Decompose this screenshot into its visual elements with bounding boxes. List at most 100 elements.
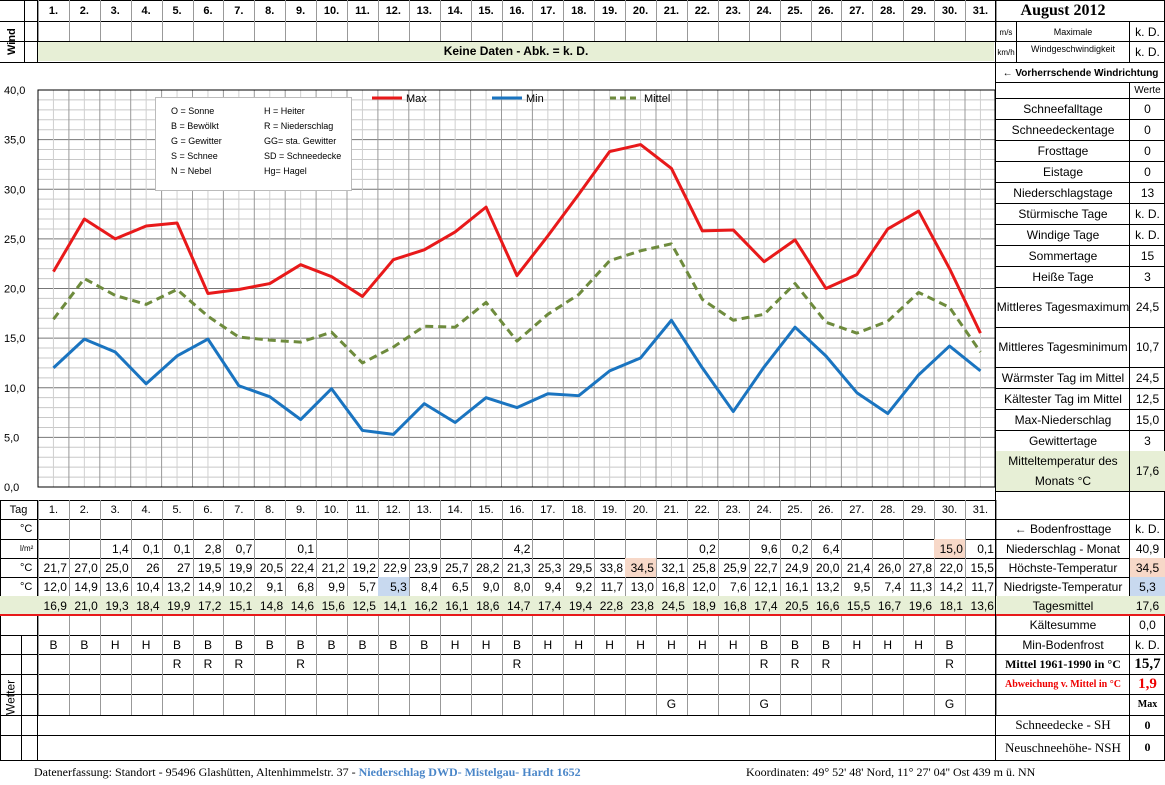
summary-value: 40,9 [1130,539,1165,558]
stat-label: Max-Niederschlag [996,409,1130,430]
precip-cell: 0,2 [780,539,811,558]
frost-cell [223,519,254,538]
stat-label: Mitteltemperatur des Monats °C [996,451,1130,491]
day-label-bottom: 27. [841,500,872,519]
precip-cell: 2,8 [193,539,224,558]
mean-temp-cell: 15,1 [223,596,254,615]
day-label-bottom: 7. [223,500,254,519]
min-temp-cell: 5,7 [347,577,378,596]
symbol-legend-entry: SD = Schneedecke [264,151,341,161]
weather-code-cell [223,674,254,693]
weather-code-cell [131,654,162,673]
weather-code-cell [285,674,316,693]
weather-code-cell: H [471,635,502,654]
y-tick-label: 35,0 [4,135,25,147]
weather-code-cell: G [656,694,687,713]
stat-value: 10,7 [1130,327,1165,367]
min-temp-cell: 9,5 [841,577,872,596]
precip-cell: 0,1 [162,539,193,558]
day-header-cell: 15. [471,1,502,21]
grid-line [0,21,996,22]
day-label-bottom: 8. [254,500,285,519]
summary-label: Kältesumme [996,615,1130,635]
grid-line [131,0,132,41]
mean-temp-cell: 18,4 [131,596,162,615]
weather-code-cell [532,674,563,693]
weather-code-cell: R [285,654,316,673]
frost-cell [471,519,502,538]
tag-label: Tag [0,500,37,519]
min-temp-cell: 12,0 [687,577,718,596]
precip-cell: 6,4 [811,539,842,558]
max-temp-cell: 21,7 [38,558,69,577]
max-temp-cell: 25,7 [440,558,471,577]
day-label-bottom: 19. [594,500,625,519]
grid-line [69,0,70,41]
mean-temp-cell: 14,7 [502,596,533,615]
day-header-cell: 28. [872,1,903,21]
summary-label: Tagesmittel [996,596,1130,615]
precip-cell [872,539,903,558]
day-label-bottom: 23. [718,500,749,519]
day-label-bottom: 2. [69,500,100,519]
mean-temp-cell: 18,6 [471,596,502,615]
weather-code-cell [656,654,687,673]
precip-cell [718,539,749,558]
frost-cell [903,519,934,538]
weather-code-cell [471,694,502,713]
weather-code-cell [502,674,533,693]
day-label-bottom: 28. [872,500,903,519]
y-tick-label: 5,0 [4,432,19,444]
day-header-cell: 17. [532,1,563,21]
footer: Datenerfassung: Standort - 95496 Glashüt… [0,760,1165,785]
stat-label: Schneefalltage [996,98,1130,119]
min-temp-cell: 13,2 [162,577,193,596]
weather-code-cell [316,674,347,693]
max-temp-cell: 22,4 [285,558,316,577]
weather-code-cell [38,674,69,693]
grid-line [687,0,688,41]
max-temp-cell: 15,5 [965,558,996,577]
mean-temp-cell: 19,6 [903,596,934,615]
grid-line [996,0,1165,1]
min-temp-cell: 6,8 [285,577,316,596]
grid-line [996,41,1165,42]
stat-value: 24,5 [1130,367,1165,388]
frost-cell [440,519,471,538]
frost-cell [162,519,193,538]
y-tick-label: 0,0 [4,482,19,494]
symbol-legend-entry: GG= sta. Gewitter [264,136,336,146]
day-header-cell: 6. [193,1,224,21]
grid-line [254,0,255,41]
weather-code-cell: R [223,654,254,673]
mean-temp-cell: 19,3 [100,596,131,615]
day-header-cell: 7. [223,1,254,21]
weather-code-cell: H [872,635,903,654]
frost-cell [285,519,316,538]
weather-code-cell [347,694,378,713]
weather-code-cell [409,674,440,693]
day-header-cell: 11. [347,1,378,21]
stats-header: Werte [1130,82,1165,98]
min-temp-cell: 9,2 [563,577,594,596]
min-temp-cell: 9,0 [471,577,502,596]
day-label-bottom: 30. [934,500,965,519]
day-header-cell: 23. [718,1,749,21]
mean-temp-cell: 16,7 [872,596,903,615]
max-temp-cell: 27,8 [903,558,934,577]
mean-temp-cell: 21,0 [69,596,100,615]
precip-cell [69,539,100,558]
frost-cell [38,519,69,538]
day-header-cell: 8. [254,1,285,21]
weather-code-cell [718,674,749,693]
weather-code-cell [965,635,996,654]
grid-line [37,0,38,62]
y-tick-label: 15,0 [4,333,25,345]
weather-code-cell [718,694,749,713]
precip-cell [409,539,440,558]
weather-code-cell [409,654,440,673]
summary-label [996,694,1130,715]
max-temp-cell: 33,8 [594,558,625,577]
weather-code-cell: H [718,635,749,654]
